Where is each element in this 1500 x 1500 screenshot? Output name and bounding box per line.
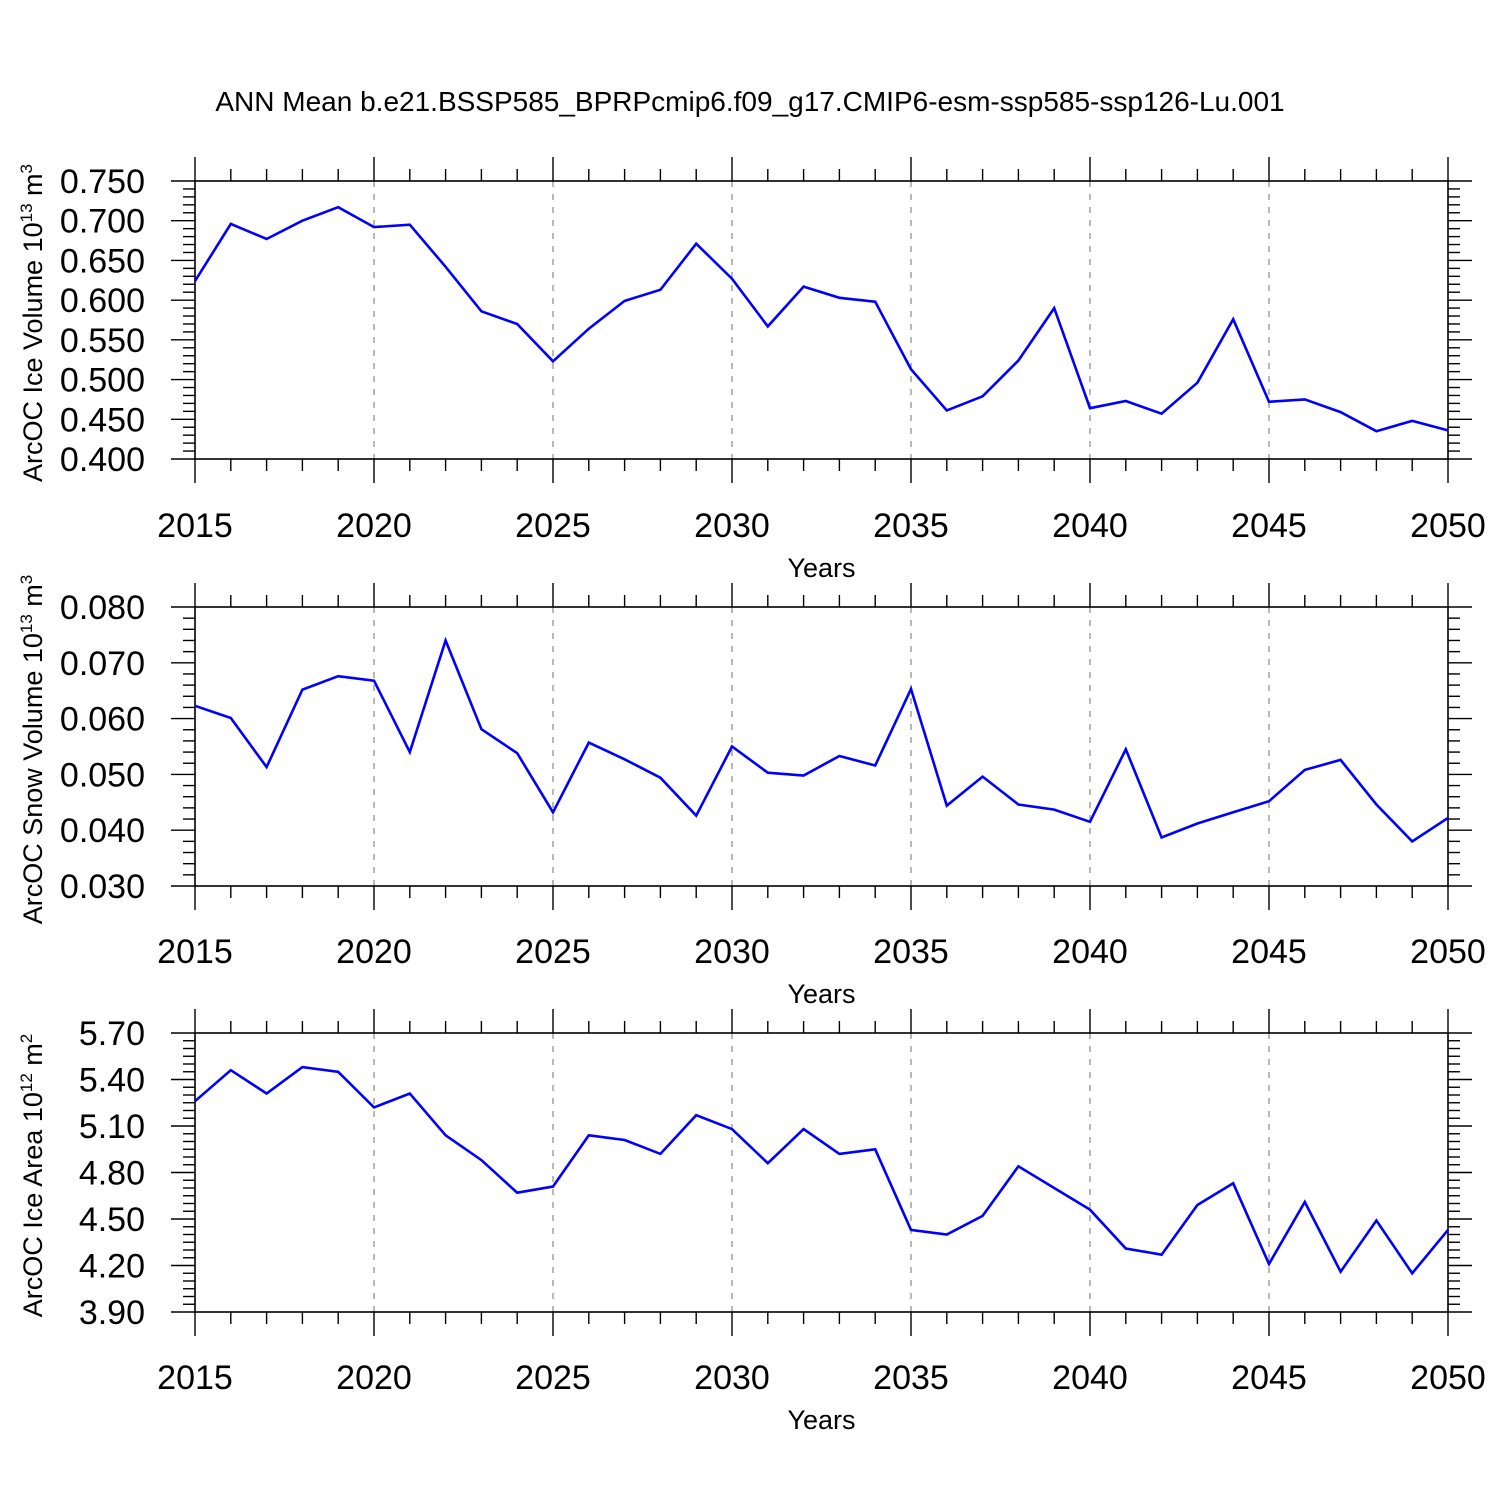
y-tick-label: 0.700 bbox=[60, 203, 145, 241]
panel-3: 2015 2020 2025 2030 2035 2040 2045 2050 3.90 4.20… bbox=[17, 1009, 1486, 1435]
x-tick-label: 2045 bbox=[1231, 933, 1307, 971]
x-tick-label: 2025 bbox=[515, 1359, 591, 1397]
y-tick-label: 0.450 bbox=[60, 401, 145, 439]
series-line bbox=[194, 1065, 1450, 1276]
x-axis-title: Years bbox=[787, 979, 855, 1009]
x-tick-label: 2050 bbox=[1410, 507, 1486, 545]
y-tick-label: 4.50 bbox=[79, 1201, 145, 1239]
panel-2: 2015 2020 2025 2030 2035 2040 2045 2050 0.030 0.0… bbox=[17, 575, 1486, 1009]
x-tick-label: 2015 bbox=[157, 933, 233, 971]
x-tick-label: 2020 bbox=[336, 1359, 412, 1397]
x-tick-label: 2030 bbox=[694, 933, 770, 971]
y-axis-title: ArcOC Ice Volume 1013 m3 bbox=[17, 164, 48, 482]
y-tick-label: 0.080 bbox=[60, 589, 145, 627]
y-tick-label: 0.650 bbox=[60, 242, 145, 280]
y-tick-label: 5.10 bbox=[79, 1108, 145, 1146]
x-tick-label: 2035 bbox=[873, 1359, 949, 1397]
series-line bbox=[194, 636, 1449, 844]
x-tick-label: 2020 bbox=[336, 507, 412, 545]
x-tick-label: 2025 bbox=[515, 507, 591, 545]
x-tick-label: 2030 bbox=[694, 1359, 770, 1397]
plot-frame bbox=[194, 180, 1449, 460]
x-tick-label: 2015 bbox=[157, 507, 233, 545]
y-axis-title: ArcOC Ice Area 1012 m2 bbox=[17, 1034, 48, 1318]
y-tick-label: 4.20 bbox=[79, 1248, 145, 1286]
panel-1: 2015 2020 2025 2030 2035 2040 2045 2050 0.4000.4… bbox=[17, 157, 1486, 583]
y-tick-label: 0.400 bbox=[60, 441, 145, 479]
y-tick-label: 3.90 bbox=[79, 1294, 145, 1332]
y-tick-label: 5.70 bbox=[79, 1015, 145, 1053]
y-tick-label: 0.070 bbox=[60, 645, 145, 683]
x-tick-label: 2020 bbox=[336, 933, 412, 971]
y-tick-label: 0.750 bbox=[60, 163, 145, 201]
x-axis-title: Years bbox=[787, 553, 855, 583]
y-tick-label: 0.050 bbox=[60, 756, 145, 794]
x-tick-label: 2040 bbox=[1052, 933, 1128, 971]
x-tick-label: 2015 bbox=[157, 1359, 233, 1397]
y-tick-label: 5.40 bbox=[79, 1062, 145, 1100]
x-tick-label: 2050 bbox=[1410, 933, 1486, 971]
x-tick-label: 2040 bbox=[1052, 507, 1128, 545]
x-tick-label: 2035 bbox=[873, 933, 949, 971]
series-line bbox=[193, 205, 1449, 433]
y-tick-label: 0.600 bbox=[60, 282, 145, 320]
x-tick-label: 2050 bbox=[1410, 1359, 1486, 1397]
x-axis-title: Years bbox=[787, 1405, 855, 1435]
y-tick-label: 0.500 bbox=[60, 362, 145, 400]
y-axis-title: ArcOC Snow Volume 1013 m3 bbox=[17, 575, 48, 925]
y-tick-label: 4.80 bbox=[79, 1155, 145, 1193]
plot-frame bbox=[194, 1032, 1449, 1313]
chart-title: ANN Mean b.e21.BSSP585_BPRPcmip6.f09_g17… bbox=[215, 86, 1285, 117]
x-tick-label: 2040 bbox=[1052, 1359, 1128, 1397]
x-tick-label: 2035 bbox=[873, 507, 949, 545]
x-tick-label: 2025 bbox=[515, 933, 591, 971]
x-tick-label: 2030 bbox=[694, 507, 770, 545]
x-tick-label: 2045 bbox=[1231, 1359, 1307, 1397]
y-tick-label: 0.550 bbox=[60, 322, 145, 360]
y-tick-label: 0.040 bbox=[60, 812, 145, 850]
plot-frame bbox=[194, 606, 1449, 887]
y-tick-label: 0.060 bbox=[60, 701, 145, 739]
y-tick-label: 0.030 bbox=[60, 868, 145, 906]
x-tick-label: 2045 bbox=[1231, 507, 1307, 545]
